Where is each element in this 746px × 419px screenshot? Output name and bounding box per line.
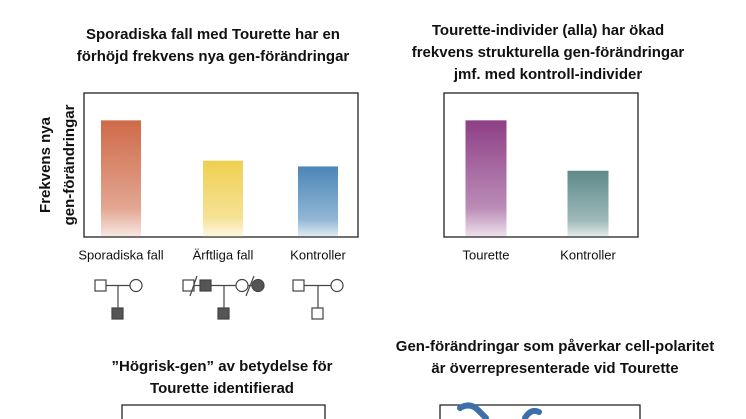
plot-frame	[443, 92, 639, 238]
bar	[298, 166, 338, 237]
chart-title: jmf. med kontroll-individer	[453, 66, 643, 83]
y-axis-label: gen-förändringar	[61, 104, 78, 225]
bar	[567, 170, 609, 237]
category-label: Tourette	[463, 247, 510, 262]
category-label: Sporadiska fall	[78, 247, 163, 262]
chart-title: Sporadiska fall med Tourette har en	[86, 26, 340, 43]
panel-title: Tourette identifierad	[150, 380, 294, 397]
panel-title: Gen-förändringar som påverkar cell-polar…	[396, 338, 714, 355]
chart-title: frekvens strukturella gen-förändringar	[412, 44, 685, 61]
chart-title: Tourette-individer (alla) har ökad	[432, 22, 664, 39]
category-label: Ärftliga fall	[193, 247, 254, 262]
pedigree-icons	[94, 275, 344, 320]
panel-title: är överrepresenterade vid Tourette	[431, 360, 678, 377]
bottom-frames	[121, 402, 641, 419]
panel-title: ”Högrisk-gen” av betydelse för	[112, 358, 333, 375]
y-axis-label: Frekvens nya	[37, 116, 54, 213]
bar	[465, 120, 507, 237]
category-label: Kontroller	[290, 247, 346, 262]
category-label: Kontroller	[560, 247, 616, 262]
bar	[101, 120, 141, 237]
chart-title: förhöjd frekvens nya gen-förändringar	[77, 48, 350, 65]
bar	[203, 160, 243, 237]
